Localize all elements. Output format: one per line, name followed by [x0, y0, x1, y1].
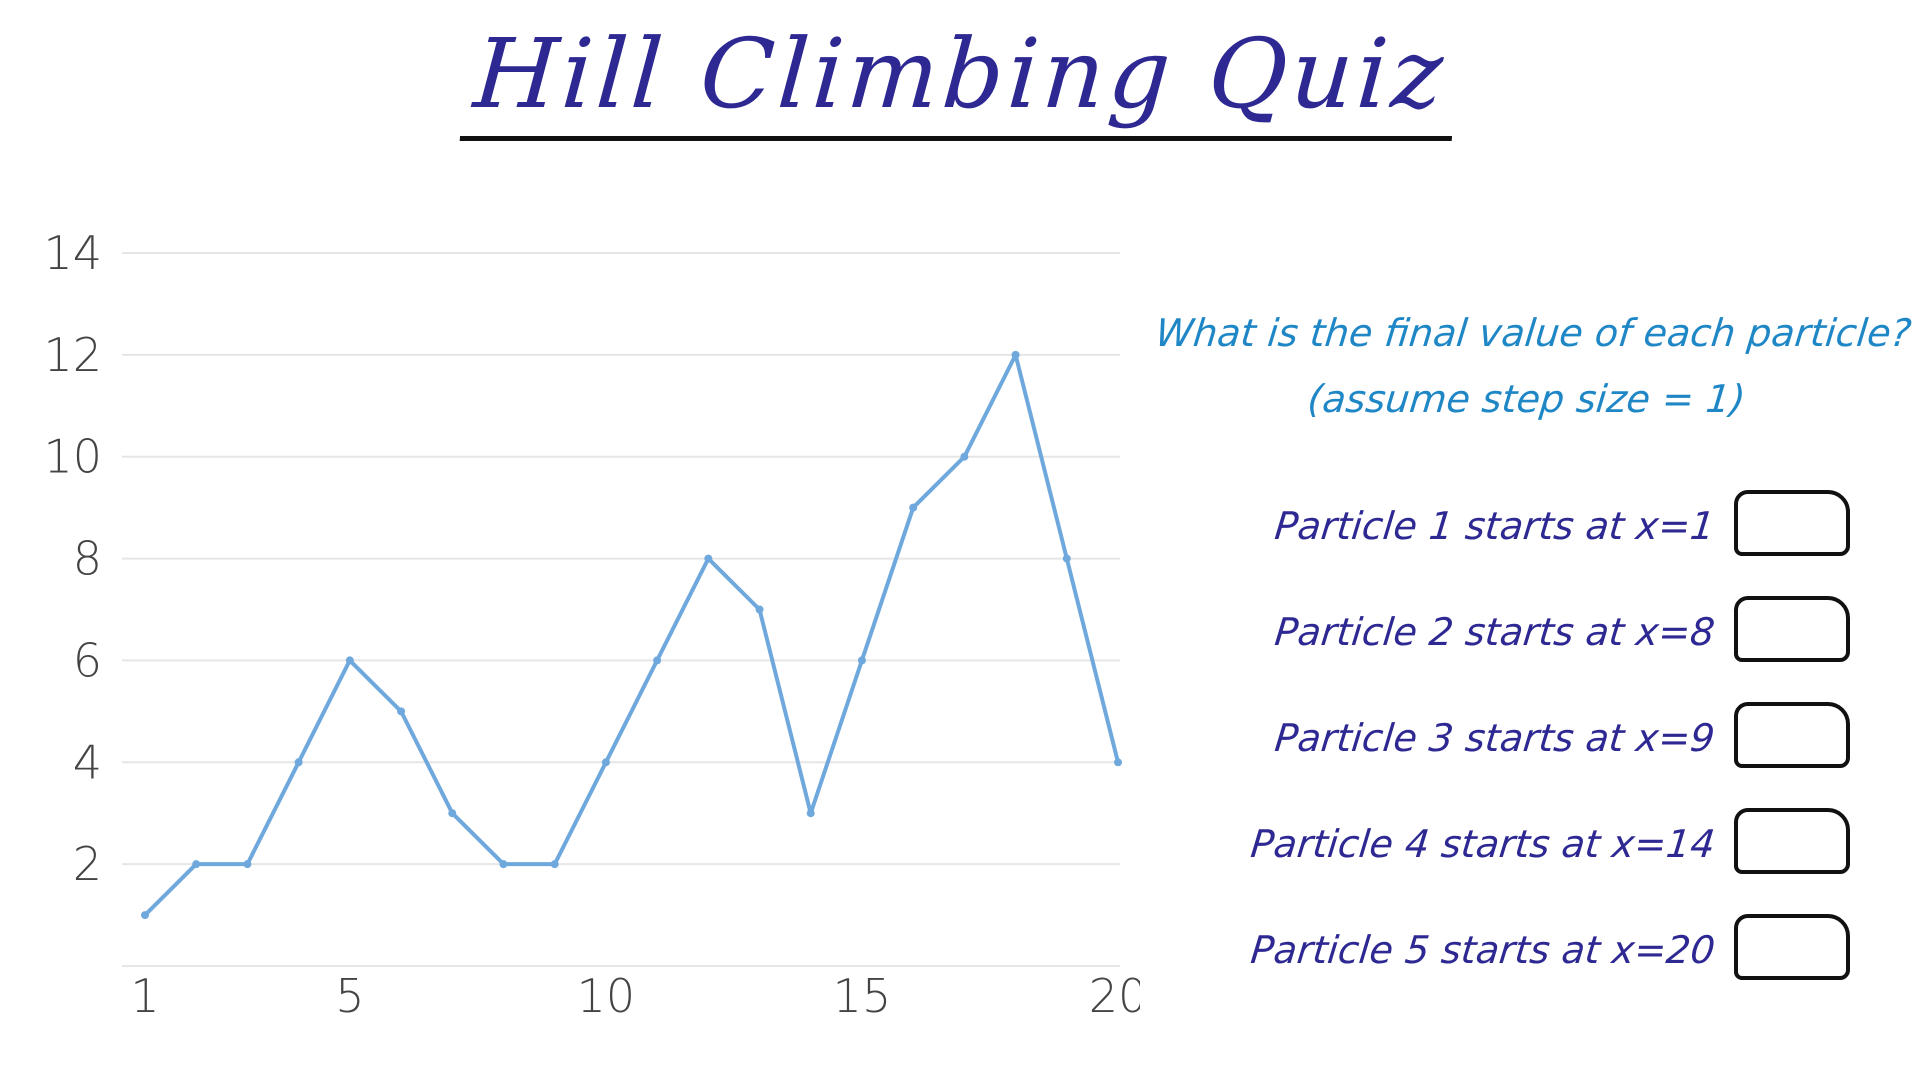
x-tick-label-10: 10	[577, 969, 636, 1023]
data-point-x4	[294, 758, 303, 767]
question-line-1: What is the final value of each particle…	[1153, 311, 1914, 355]
particle-4-label: Particle 4 starts at x=14	[1248, 822, 1718, 866]
particle-row-5: Particle 5 starts at x=20	[1140, 906, 1920, 1012]
data-point-x14	[806, 809, 815, 818]
question-text: What is the final value of each particle…	[1133, 300, 1920, 432]
data-point-x9	[550, 860, 559, 869]
data-point-x8	[499, 860, 508, 869]
data-point-x11	[653, 656, 662, 665]
data-point-x2	[192, 860, 201, 869]
particle-row-1: Particle 1 starts at x=1	[1140, 482, 1920, 588]
data-point-x20	[1114, 758, 1122, 767]
particle-5-answer-box[interactable]	[1734, 914, 1850, 980]
data-point-x12	[704, 554, 713, 563]
data-point-x3	[243, 860, 252, 869]
y-tick-label-2: 2	[73, 837, 102, 891]
x-tick-label-1: 1	[130, 969, 159, 1023]
data-point-x7	[448, 809, 457, 818]
particle-1-answer-box[interactable]	[1734, 490, 1850, 556]
x-tick-label-5: 5	[335, 969, 364, 1023]
data-point-x13	[755, 605, 764, 614]
particle-1-label: Particle 1 starts at x=1	[1273, 504, 1718, 548]
y-tick-label-6: 6	[73, 633, 102, 687]
data-point-x17	[960, 452, 969, 461]
data-point-x19	[1062, 554, 1071, 563]
particle-2-label: Particle 2 starts at x=8	[1273, 610, 1718, 654]
y-tick-label-12: 12	[43, 328, 102, 382]
particle-row-2: Particle 2 starts at x=8	[1140, 588, 1920, 694]
series-line	[143, 352, 1120, 918]
data-point-x18	[1011, 350, 1020, 359]
data-point-x16	[909, 503, 918, 512]
question-line-2: (assume step size = 1)	[1305, 377, 1748, 421]
particle-2-answer-box[interactable]	[1734, 596, 1850, 662]
particle-4-answer-box[interactable]	[1734, 808, 1850, 874]
quiz-panel: What is the final value of each particle…	[1140, 300, 1920, 1012]
particle-list: Particle 1 starts at x=1 Particle 2 star…	[1140, 482, 1920, 1012]
data-point-x10	[601, 758, 610, 767]
particle-3-label: Particle 3 starts at x=9	[1273, 716, 1718, 760]
y-tick-label-10: 10	[43, 430, 102, 484]
data-point-x1	[141, 911, 149, 920]
y-tick-label-14: 14	[43, 226, 102, 280]
x-tick-label-15: 15	[833, 969, 892, 1023]
data-point-x6	[397, 707, 406, 716]
particle-row-4: Particle 4 starts at x=14	[1140, 800, 1920, 906]
y-tick-label-8: 8	[73, 532, 102, 586]
particle-3-answer-box[interactable]	[1734, 702, 1850, 768]
quiz-title-text: Hill Climbing Quiz	[459, 18, 1461, 141]
particle-row-3: Particle 3 starts at x=9	[1140, 694, 1920, 800]
quiz-title: Hill Climbing Quiz	[0, 18, 1920, 141]
particle-5-label: Particle 5 starts at x=20	[1248, 928, 1718, 972]
y-tick-label-4: 4	[73, 735, 102, 789]
x-tick-label-20: 20	[1089, 969, 1140, 1023]
data-point-x15	[857, 656, 866, 665]
data-point-x5	[345, 656, 354, 665]
